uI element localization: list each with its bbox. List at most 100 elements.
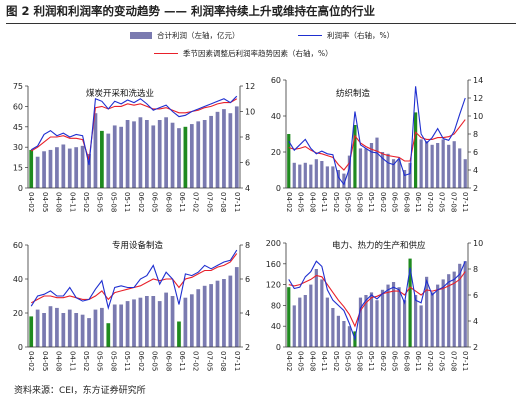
y-left-tick-label: 0 [276,184,281,193]
bar [215,280,220,347]
bar [48,149,53,188]
bar [447,274,451,347]
x-tick-label: 07-05 [438,351,446,371]
bar [303,162,307,188]
bar [132,121,136,188]
bar [347,326,352,347]
y-right-tick-label: 4 [245,309,250,318]
bar [228,275,233,347]
bar [144,296,149,347]
chart-panel-3: 0 20 40 60 2 4 6 8 04-02 04-05 04-08 04-11 05-02 05-0… [13,240,250,371]
y-left-tick-label: 80 [271,301,281,310]
x-tick-label: 04-02 [285,192,293,212]
chart-panel-2: 0 20 40 60 2 4 6 8 10 12 14 04-02 04-05 04-08 04-11 05-… [271,76,483,212]
bar [144,120,149,188]
x-tick-label: 07-02 [426,351,434,371]
x-tick-label: 04-05 [41,192,49,212]
bar [358,148,363,188]
bar [320,161,324,188]
x-tick-label: 07-11 [461,192,469,212]
y-left-tick-label: 0 [18,184,23,193]
x-tick-label: 06-08 [164,192,172,212]
x-tick-label: 07-11 [233,351,241,371]
bar [80,145,85,188]
bar [222,109,226,188]
bar [234,106,239,188]
x-tick-label: 05-08 [109,192,117,212]
bar [425,141,429,188]
bar [309,164,313,188]
bar [342,321,346,347]
panel-title: 专用设备制造 [112,240,164,251]
bar [430,144,434,188]
bar [414,295,418,347]
x-tick-label: 05-11 [123,192,131,212]
y-left-tick-label: 20 [271,148,281,157]
x-tick-label: 04-02 [27,351,35,371]
y-left-tick-label: 40 [13,275,23,284]
bar [61,144,66,188]
bar [391,282,396,347]
bar [183,126,188,188]
bar [55,147,59,188]
bar [425,276,429,347]
bar [209,284,213,347]
bar [209,115,213,188]
x-tick-label: 04-08 [55,351,63,371]
x-tick-label: 06-11 [178,351,186,371]
y-left-tick-label: 60 [271,76,281,85]
bar [119,304,124,347]
bar [336,170,340,188]
bar [157,301,162,347]
legend-line2-entry: 季节因素调整后利润率趋势因素（右轴，%） [154,48,333,59]
x-tick-label: 05-02 [332,192,340,212]
bar [112,304,117,347]
y-left-tick-label: 0 [276,343,281,352]
x-tick-label: 06-11 [414,192,422,212]
x-tick-label: 04-08 [308,351,316,371]
legend-line1-label: 利润率（右轴，%） [327,31,395,40]
y-right-tick-label: 4 [245,184,250,193]
bar [375,137,379,188]
x-tick-label: 04-08 [308,192,316,212]
bar [419,305,423,347]
legend-line1-swatch [298,35,322,36]
bar [29,149,34,188]
y-left-tick-label: 0 [18,343,23,352]
y-left-tick-label: 40 [271,322,281,331]
x-tick-label: 04-08 [55,192,63,212]
x-tick-label: 07-02 [426,192,434,212]
bar [430,292,434,347]
bar [347,155,352,188]
bar [436,143,440,188]
y-right-tick-label: 14 [473,76,483,85]
bar [87,318,91,347]
bar [287,287,291,347]
bar [375,300,379,347]
chart-panel-1: 0 15 30 45 60 75 4 6 8 10 12 04-02 04-05 04-08 04-11 05… [13,82,255,212]
x-tick-label: 06-02 [137,192,145,212]
bar [48,306,53,347]
bar [177,128,181,188]
bar [202,285,207,347]
bar [441,139,445,188]
bar [132,299,136,347]
y-right-tick-label: 8 [473,130,478,139]
bar [336,315,340,347]
y-left-tick-label: 20 [13,309,23,318]
bar [292,305,296,347]
x-tick-label: 07-02 [192,351,200,371]
bar [93,309,98,347]
x-tick-label: 04-05 [41,351,49,371]
y-left-tick-label: 45 [13,123,23,132]
bar [228,113,233,188]
bar [164,117,168,188]
x-tick-label: 05-11 [367,192,375,212]
bar [458,148,462,188]
x-tick-label: 05-11 [123,351,131,371]
bar [67,148,72,188]
bar [35,309,40,347]
x-tick-label: 07-05 [205,351,213,371]
series-line-margin-trend [30,98,238,161]
x-tick-label: 06-08 [164,351,172,371]
